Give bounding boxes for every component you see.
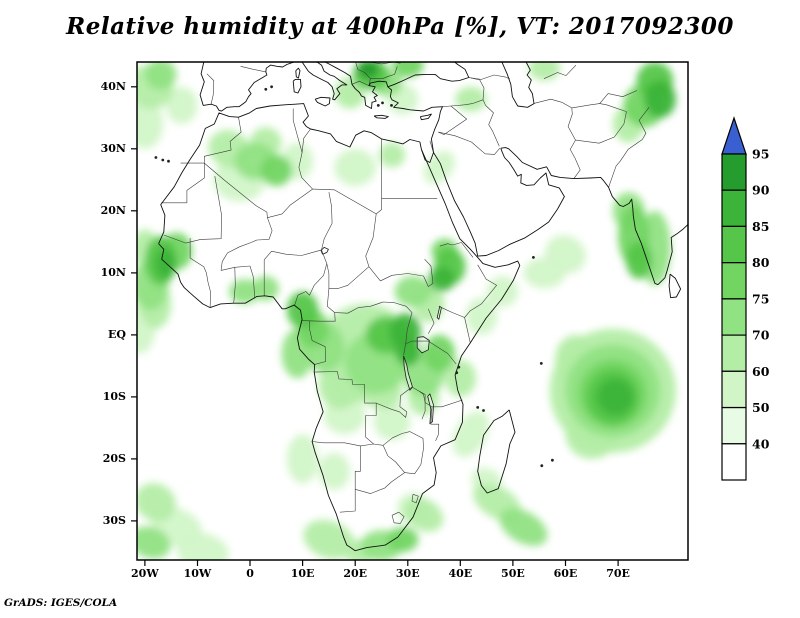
colorbar-segment [721,443,747,481]
lon-tick-label: 70E [606,567,630,580]
lat-tick-label: 20S [102,451,126,465]
attribution: GrADS: IGES/COLA [4,597,118,609]
colorbar-label: 60 [752,364,770,379]
colorbar-segment [721,407,747,445]
colorbar-segment [721,189,747,227]
colorbar-segment [721,370,747,409]
map-layers [137,62,688,560]
axis-ticks [131,86,619,566]
colorbar-label: 75 [752,291,769,306]
colorbar-label: 50 [752,400,770,415]
lon-tick-label: 20W [131,567,159,580]
lakes [320,246,442,425]
humidity-shading [137,62,676,560]
country-borders [161,62,650,524]
colorbar-label: 95 [752,147,769,162]
lon-tick-label: 0 [246,567,254,580]
colorbar-label: 40 [752,436,770,451]
colorbar: 95 90 85 80 75 70 60 50 40 [721,116,770,481]
lon-tick-label: 60E [553,567,578,580]
colorbar-segment [721,225,747,264]
colorbar-arrow [721,116,747,155]
lon-tick-label: 40E [448,567,473,580]
lat-tick-label: 10N [100,265,126,279]
colorbar-label: 80 [752,255,770,270]
lat-tick-label: EQ [108,327,126,341]
lon-tick-label: 10W [183,567,212,580]
colorbar-segment [721,298,747,336]
lon-tick-label: 20E [343,567,368,580]
colorbar-label: 90 [752,183,770,198]
colorbar-label: 70 [752,328,770,343]
lat-tick-label: 30S [102,513,126,527]
lon-tick-label: 10E [290,567,315,580]
chart-title: Relative humidity at 400hPa [%], VT: 201… [66,13,734,40]
lat-tick-label: 30N [100,141,126,155]
lat-tick-label: 10S [102,389,126,403]
lon-tick-label: 50E [501,567,525,580]
map-frame [136,61,689,561]
colorbar-label: 85 [752,219,769,234]
colorbar-segment [721,153,747,191]
map-canvas [131,61,689,566]
small-islands [154,85,554,468]
lon-tick-label: 30E [395,567,420,580]
lat-tick-label: 40N [100,79,126,93]
lat-tick-label: 20N [100,203,126,217]
coastlines [158,62,688,552]
colorbar-segment [721,334,747,372]
colorbar-segment [721,262,747,300]
